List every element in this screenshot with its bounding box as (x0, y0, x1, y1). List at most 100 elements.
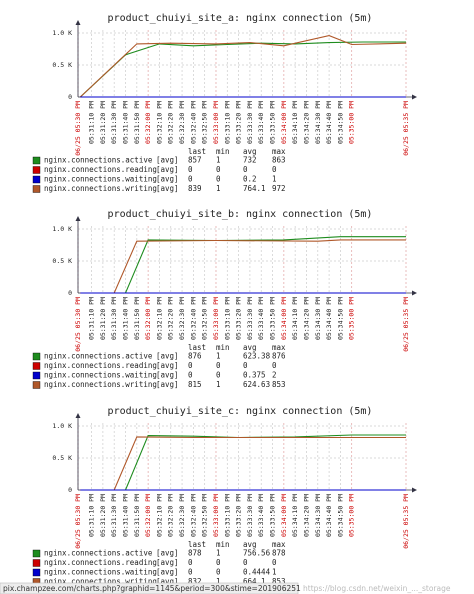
legend-stat: 0 (188, 568, 193, 577)
legend-stat: 0 (243, 558, 248, 567)
x-tick-label: 05:32:30 PM (178, 297, 186, 340)
x-tick-label: 05:34:10 PM (291, 101, 299, 144)
legend-swatch (32, 166, 41, 174)
legend-stat: 0 (216, 371, 221, 380)
x-tick-label: 05:33:10 PM (223, 297, 231, 340)
y-tick-label: 0 (68, 93, 72, 101)
chart-title: product_chuiyi_site_b: nginx connection … (108, 209, 373, 220)
legend-func: [avg] (156, 568, 179, 577)
x-tick-label: 05:31:50 PM (133, 297, 141, 340)
series-line (80, 434, 406, 491)
legend-stat: 1 (216, 156, 221, 165)
legend-stat: 1 (216, 380, 221, 389)
legend-stat: 1 (216, 352, 221, 361)
x-axis-arrow (412, 94, 417, 100)
legend-header: max (272, 343, 286, 352)
legend-header: min (216, 147, 230, 156)
x-tick-label: 05:34:30 PM (314, 297, 322, 340)
legend-stat: 0 (188, 361, 193, 370)
x-tick-label: 05:34:20 PM (302, 297, 310, 340)
x-tick-label: 05:33:40 PM (257, 101, 265, 144)
legend-stat: 1 (216, 549, 221, 558)
x-tick-label: 05:33:10 PM (223, 101, 231, 144)
x-tick-label: 06/25 05:35 PM (402, 297, 410, 352)
legend-name: nginx.connections.active (44, 549, 153, 558)
x-tick-label: 05:33:50 PM (269, 494, 277, 537)
x-tick-label: 05:34:50 PM (336, 101, 344, 144)
x-tick-label: 05:33:20 PM (235, 101, 243, 144)
legend-stat: 0 (272, 165, 277, 174)
x-tick-label: 05:32:00 PM (144, 494, 152, 537)
y-tick-label: 0 (68, 486, 72, 494)
legend-stat: 0 (216, 165, 221, 174)
x-tick-label: 05:34:00 PM (280, 494, 288, 537)
legend-stat: 0 (216, 175, 221, 184)
legend-stat: 0 (188, 371, 193, 380)
legend-func: [avg] (156, 380, 179, 389)
legend-name: nginx.connections.reading (44, 361, 157, 370)
x-tick-label: 05:34:30 PM (314, 101, 322, 144)
x-tick-label: 05:31:50 PM (133, 494, 141, 537)
legend-swatch (32, 185, 41, 193)
legend-swatch (32, 371, 41, 380)
legend-stat: 857 (188, 156, 202, 165)
x-tick-label: 05:35:00 PM (348, 494, 356, 537)
legend-stat: 756.56 (243, 549, 271, 558)
x-axis-arrow (412, 487, 417, 493)
x-tick-label: 05:32:30 PM (178, 494, 186, 537)
x-tick-label: 06/25 05:35 PM (402, 494, 410, 549)
legend-stat: 853 (272, 577, 286, 586)
legend-swatch (32, 549, 41, 558)
chart-title: product_chuiyi_site_a: nginx connection … (108, 13, 373, 24)
legend-header: last (188, 147, 206, 156)
x-tick-label: 05:32:00 PM (144, 297, 152, 340)
legend-swatch (32, 559, 41, 567)
legend-swatch (32, 362, 41, 370)
legend-header: last (188, 343, 206, 352)
legend-header: last (188, 540, 206, 549)
x-tick-label: 05:31:30 PM (110, 297, 118, 340)
x-tick-label: 05:33:00 PM (212, 101, 220, 144)
x-tick-label: 05:32:00 PM (144, 101, 152, 144)
x-tick-label: 05:34:40 PM (325, 297, 333, 340)
legend-stat: 0 (243, 361, 248, 370)
legend-name: nginx.connections.writing (44, 184, 157, 193)
x-tick-label: 05:33:50 PM (269, 101, 277, 144)
chart-title: product_chuiyi_site_c: nginx connection … (108, 406, 373, 417)
x-tick-label: 05:32:50 PM (201, 297, 209, 340)
legend-stat: 878 (188, 549, 202, 558)
x-tick-label: 06/25 05:35 PM (402, 101, 410, 156)
x-tick-label: 05:34:10 PM (291, 297, 299, 340)
legend-stat: 764.1 (243, 184, 266, 193)
x-tick-label: 05:31:50 PM (133, 101, 141, 144)
y-axis-arrow (75, 216, 81, 221)
legend-swatch (32, 175, 41, 184)
legend-stat: 0 (188, 175, 193, 184)
x-tick-label: 05:32:20 PM (167, 101, 175, 144)
x-tick-label: 05:31:20 PM (99, 494, 107, 537)
legend-swatch (32, 568, 41, 577)
x-tick-label: 05:33:00 PM (212, 297, 220, 340)
y-axis-arrow (75, 413, 81, 418)
legend-func: [avg] (156, 352, 179, 361)
x-tick-label: 05:34:20 PM (302, 494, 310, 537)
x-tick-label: 05:33:20 PM (235, 297, 243, 340)
legend-stat: 972 (272, 184, 286, 193)
x-tick-label: 05:35:00 PM (348, 101, 356, 144)
x-tick-label: 06/25 05:30 PM (74, 297, 82, 352)
legend-name: nginx.connections.active (44, 352, 153, 361)
x-tick-label: 05:33:30 PM (246, 297, 254, 340)
legend-func: [avg] (156, 361, 179, 370)
legend-stat: 0.4444 (243, 568, 271, 577)
x-tick-label: 05:32:20 PM (167, 494, 175, 537)
x-tick-label: 05:32:50 PM (201, 494, 209, 537)
legend-stat: 664.1 (243, 577, 266, 586)
legend-stat: 1 (216, 577, 221, 586)
y-tick-label: 1.0 K (52, 225, 72, 233)
legend-stat: 0.2 (243, 175, 257, 184)
legend-stat: 624.63 (243, 380, 270, 389)
x-tick-label: 05:31:30 PM (110, 494, 118, 537)
legend-stat: 732 (243, 156, 257, 165)
legend-stat: 832 (188, 577, 202, 586)
